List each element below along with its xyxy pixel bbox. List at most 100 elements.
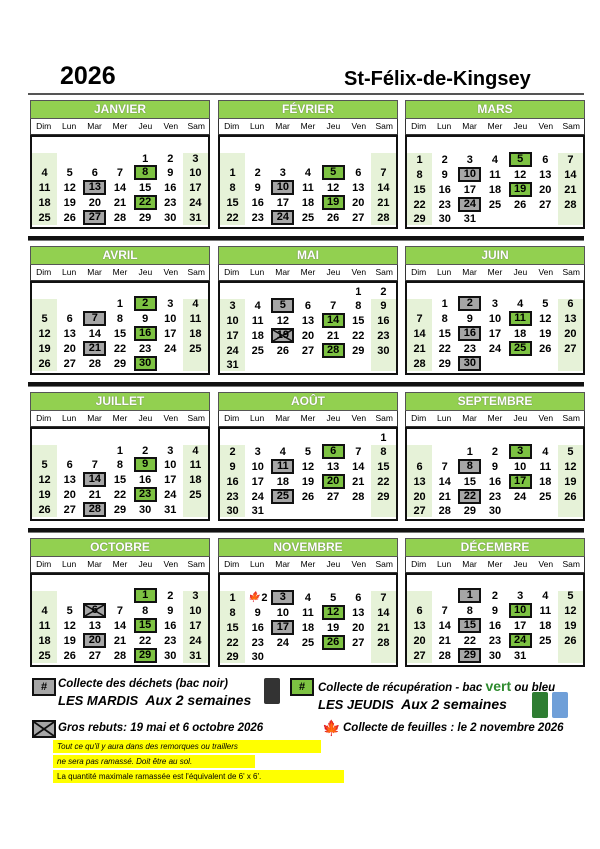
weekday-label: Lun [250,559,265,569]
empty-cell [107,152,132,165]
day-cell: 21 [377,621,390,634]
day-cell: 15 [377,460,390,473]
recycling-day-cell: 29 [133,648,158,663]
empty-cell [158,139,183,152]
day-cell: 25 [189,488,202,501]
empty-cell [457,431,482,444]
day-cell: 23 [488,490,502,503]
day-cell: 27 [352,211,365,224]
garbage-day-cell: 10 [270,180,295,195]
weekday-label: Jeu [513,121,528,131]
weekday-label: Mer [487,267,503,277]
day-cell: 2 [441,153,448,166]
day-cell: 28 [88,357,101,370]
weekday-label: Mer [487,413,503,423]
day-cell: 26 [276,344,289,357]
green-bin-icon [532,692,548,718]
day-cell: 11 [302,181,314,194]
day-cell: 31 [226,358,239,371]
garbage-day-cell: 30 [457,356,482,371]
day-cell: 31 [514,649,527,662]
empty-cell [133,577,158,588]
day-cell: 27 [63,503,76,516]
empty-cell [82,152,107,165]
empty-cell [220,139,245,152]
empty-cell [245,152,270,165]
day-cell: 5 [41,312,48,325]
weekend-shade [220,153,246,225]
empty-cell [508,285,533,296]
day-cell: 14 [564,168,577,181]
day-cell: 13 [63,473,76,486]
weekend-shade [32,153,58,225]
day-cell: 14 [88,327,101,340]
empty-cell [270,431,295,444]
day-cell: 24 [189,634,202,647]
recycling-day-cell: 26 [321,635,346,650]
day-cell: 7 [380,166,387,179]
empty-cell [432,588,457,603]
empty-cell [133,285,158,296]
day-cell: 30 [488,649,502,662]
day-cell: 7 [380,591,387,604]
empty-cell [32,588,57,603]
day-cell: 6 [91,166,98,179]
day-cell: 10 [251,460,264,473]
weekday-label: Jeu [513,559,528,569]
day-cell: 21 [413,342,426,355]
day-cell: 9 [142,312,149,325]
empty-cell [220,152,245,165]
weekday-header: Dim Lun Mar Mer Jeu Ven Sam [405,119,585,135]
day-cell: 24 [514,490,527,503]
day-cell: 20 [63,342,76,355]
day-cell: 13 [301,314,315,327]
empty-cell [558,648,583,663]
empty-cell [482,212,507,225]
day-cell: 3 [466,153,473,166]
day-cell: 28 [438,649,451,662]
day-cell: 6 [416,460,423,473]
month-11: DÉCEMBRE Dim Lun Mar Mer Jeu Ven Sam 1 2 3 4 5 6 7 8 9 10… [405,538,585,667]
day-cell: 31 [463,212,476,225]
day-cell: 27 [352,636,365,649]
day-cell: 3 [229,299,236,312]
weekday-label: Mer [112,559,128,569]
month-8: SEPTEMBRE Dim Lun Mar Mer Jeu Ven Sam 1 2 3 4 5 6 7 8 9 1… [405,392,585,521]
empty-cell [558,285,583,296]
garbage-day: LES MARDIS [58,693,139,708]
day-cell: 24 [164,488,177,501]
weekday-label: Mer [112,267,128,277]
empty-cell [508,212,533,225]
day-cell: 27 [413,649,426,662]
empty-cell [245,431,270,444]
day-cell: 23 [377,329,390,342]
weekend-shade [32,591,58,663]
month-days: 1 2 3 4 5 6 7 8 9 10 11 12 13 14 15 16 17 18 19 20 21 22 23 24 2… [30,135,210,229]
weekday-label: Jeu [138,121,153,131]
day-cell: 1 [116,297,124,310]
recycling-frequency: Aux 2 semaines [401,696,507,712]
garbage-day-cell: 22 [457,489,482,504]
day-cell: 13 [352,181,365,194]
day-cell: 4 [192,444,199,457]
recycling-day-cell: 5 [508,152,533,167]
day-cell: 14 [413,327,426,340]
day-cell: 27 [539,198,552,211]
empty-cell [57,296,82,311]
weekday-label: Sam [187,121,205,131]
month-2: MARS Dim Lun Mar Mer Jeu Ven Sam 1 2 3 4 5 6 7 8 9 10 11 12… [405,100,585,229]
month-days: 1 2 3 4 5 6 7 8 9 10 11 12 13 14 15 16 17 18 19 20 21 22 23 24 2… [30,573,210,667]
weekday-label: Lun [62,121,77,131]
day-cell: 27 [327,490,340,503]
weekday-label: Ven [351,413,367,423]
day-cell: 28 [113,649,127,662]
black-bin-icon [264,678,280,704]
garbage-day-cell: 29 [457,648,482,663]
day-cell: 3 [254,445,261,458]
day-cell: 12 [276,314,289,327]
month-name: SEPTEMBRE [405,392,585,411]
day-cell: 12 [327,181,340,194]
empty-cell [508,504,533,517]
bulky-day-cell: 6 [82,603,107,618]
month-name: DÉCEMBRE [405,538,585,557]
